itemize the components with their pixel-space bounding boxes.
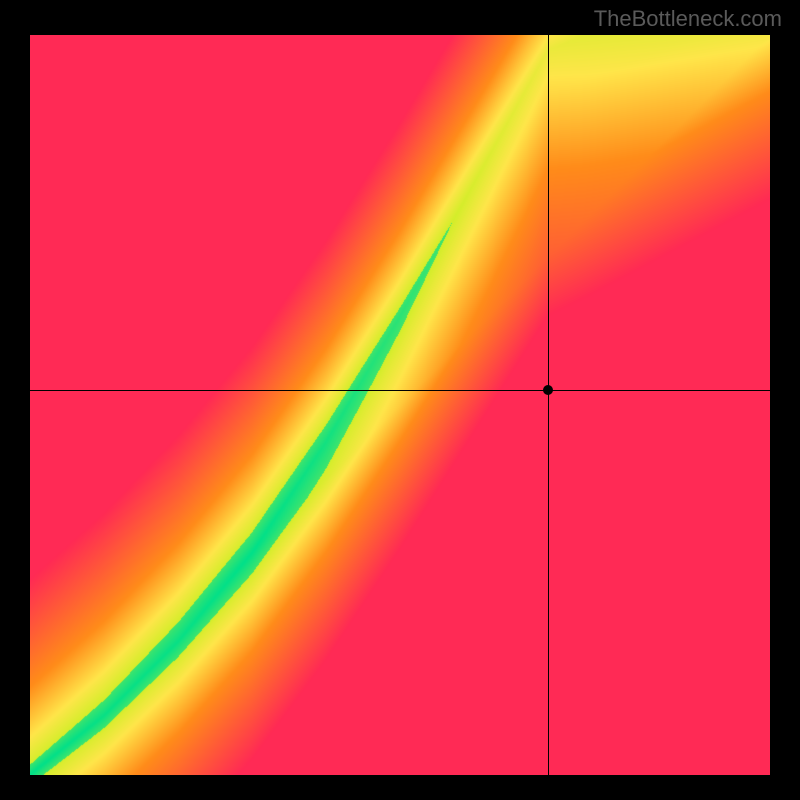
heatmap-canvas <box>30 35 770 775</box>
crosshair-horizontal <box>30 390 770 391</box>
chart-container: TheBottleneck.com <box>0 0 800 800</box>
watermark-text: TheBottleneck.com <box>594 6 782 32</box>
crosshair-vertical <box>548 35 549 775</box>
marker-dot <box>543 385 553 395</box>
plot-area <box>30 35 770 775</box>
